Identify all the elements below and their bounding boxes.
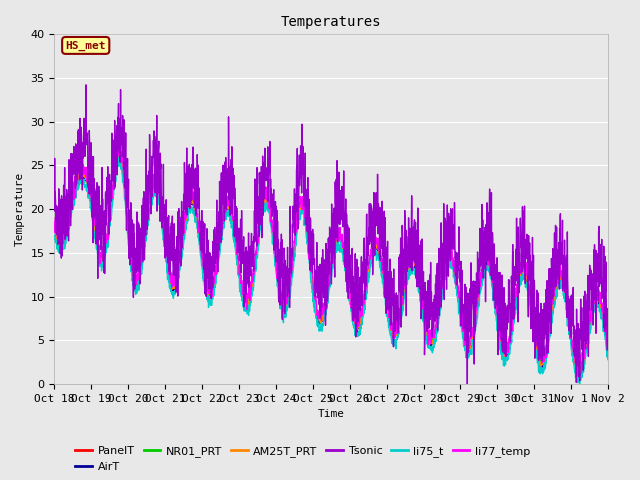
Y-axis label: Temperature: Temperature <box>15 172 25 246</box>
Text: HS_met: HS_met <box>65 40 106 50</box>
X-axis label: Time: Time <box>318 409 345 419</box>
Legend: PanelT, AirT, NR01_PRT, AM25T_PRT, Tsonic, li75_t, li77_temp: PanelT, AirT, NR01_PRT, AM25T_PRT, Tsoni… <box>71 442 534 476</box>
Title: Temperatures: Temperatures <box>281 15 381 29</box>
